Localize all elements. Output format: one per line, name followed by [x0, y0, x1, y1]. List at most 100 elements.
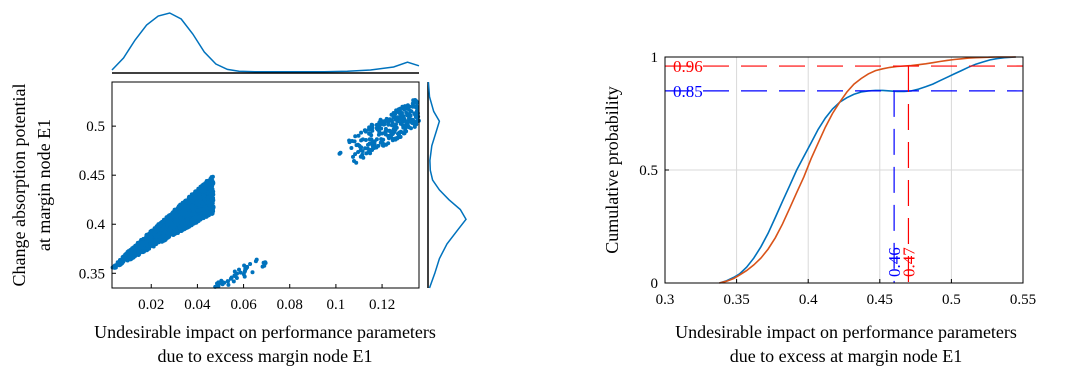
scatter-point	[402, 124, 407, 129]
scatter-point	[152, 230, 157, 235]
cdf-xlabel-line1: Undesirable impact on performance parame…	[675, 322, 1017, 342]
cdf-ticks: 0.3 0.35 0.4 0.45 0.5 0.55 0 0.5 1	[639, 50, 1036, 308]
scatter-point	[162, 230, 167, 234]
scatter-point	[377, 129, 382, 134]
scatter-point	[209, 192, 214, 197]
scatter-point	[376, 143, 381, 148]
scatter-xlabel-line2: due to excess margin node E1	[157, 346, 372, 366]
scatter-point	[201, 207, 206, 212]
scatter-point	[202, 197, 207, 202]
scatter-point	[360, 149, 365, 154]
scatter-point	[185, 217, 190, 222]
scatter-point	[197, 214, 202, 219]
scatter-point	[390, 138, 395, 143]
scatter-point	[220, 282, 225, 287]
cdf-ylabel: Cumulative probability	[602, 86, 622, 253]
scatter-point	[209, 208, 213, 213]
cdf-xtick-label: 0.5	[942, 292, 961, 308]
scatter-point	[404, 110, 409, 115]
scatter-xtick-label: 0.06	[230, 297, 257, 313]
scatter-panel: 0.02 0.04 0.06 0.08 0.1 0.12 0.35 0.4 0.45 0.5 Un…	[9, 12, 467, 366]
cdf-series-line-2	[719, 56, 1016, 284]
scatter-point	[391, 111, 396, 115]
scatter-point	[190, 193, 195, 198]
scatter-point	[190, 218, 195, 223]
scatter-point	[147, 237, 151, 242]
scatter-point	[165, 219, 170, 224]
scatter-point	[242, 269, 247, 274]
scatter-point	[171, 230, 176, 235]
scatter-point	[148, 229, 153, 234]
scatter-point	[155, 238, 160, 243]
scatter-point	[362, 128, 367, 133]
scatter-point	[132, 247, 137, 252]
scatter-point	[144, 242, 149, 247]
scatter-point	[402, 131, 407, 136]
scatter-point	[407, 116, 411, 121]
scatter-point	[146, 246, 151, 251]
scatter-point	[250, 270, 255, 275]
scatter-point	[126, 249, 131, 254]
scatter-point	[137, 251, 142, 256]
scatter-point	[181, 202, 186, 207]
ref-y-label-1: 0.85	[673, 82, 703, 101]
scatter-points	[110, 98, 421, 289]
scatter-point	[131, 254, 136, 259]
cdf-xtick-label: 0.3	[656, 292, 675, 308]
scatter-ytick-label: 0.35	[79, 266, 105, 282]
scatter-point	[238, 270, 243, 275]
scatter-point	[398, 121, 403, 126]
scatter-point	[140, 249, 145, 254]
scatter-point	[413, 98, 418, 102]
scatter-point	[168, 216, 173, 221]
scatter-point	[187, 195, 192, 200]
scatter-point	[190, 206, 195, 211]
scatter-ytick-label: 0.45	[79, 168, 105, 184]
scatter-point	[364, 151, 369, 156]
scatter-point	[138, 240, 143, 245]
scatter-point	[354, 160, 359, 165]
scatter-point	[370, 123, 375, 128]
scatter-point	[388, 129, 393, 134]
scatter-point	[211, 205, 216, 210]
scatter-point	[158, 235, 163, 240]
scatter-point	[363, 138, 368, 142]
top-histogram-series	[111, 12, 420, 73]
scatter-point	[149, 235, 154, 239]
scatter-point	[186, 205, 191, 210]
scatter-point	[115, 262, 120, 267]
scatter-point	[206, 200, 211, 205]
scatter-point	[359, 145, 364, 150]
scatter-ylabel-line1: Change absorption potential	[9, 84, 29, 287]
scatter-point	[113, 265, 118, 270]
scatter-point	[368, 147, 373, 152]
scatter-point	[208, 180, 213, 185]
scatter-xtick-label: 0.02	[138, 297, 164, 313]
scatter-point	[412, 111, 417, 116]
scatter-point	[181, 209, 186, 214]
cdf-reference-lines: 0.85 0.46 0.96 0.47	[665, 57, 1023, 283]
scatter-point	[381, 137, 386, 142]
scatter-point	[356, 150, 361, 154]
right-marginal-histogram	[427, 81, 467, 289]
scatter-point	[351, 154, 355, 159]
scatter-point	[176, 222, 181, 227]
cdf-xtick-label: 0.45	[867, 292, 893, 308]
scatter-point	[199, 200, 204, 205]
scatter-point	[132, 250, 137, 255]
scatter-point	[179, 222, 184, 227]
scatter-point	[353, 152, 358, 157]
scatter-point	[158, 221, 163, 226]
scatter-point	[232, 273, 237, 278]
scatter-point	[356, 133, 361, 138]
cdf-xlabel-line2: due to excess at margin node E1	[730, 346, 963, 366]
scatter-point	[242, 274, 247, 279]
scatter-point	[242, 263, 247, 268]
scatter-point	[402, 107, 407, 112]
scatter-point	[177, 206, 182, 211]
scatter-point	[405, 120, 410, 125]
cdf-panel: 0.850.460.960.47 0.3 0.35 0.4 0.45 0.5 0.5500…	[602, 50, 1036, 366]
scatter-point	[171, 210, 175, 215]
scatter-point	[370, 139, 375, 144]
